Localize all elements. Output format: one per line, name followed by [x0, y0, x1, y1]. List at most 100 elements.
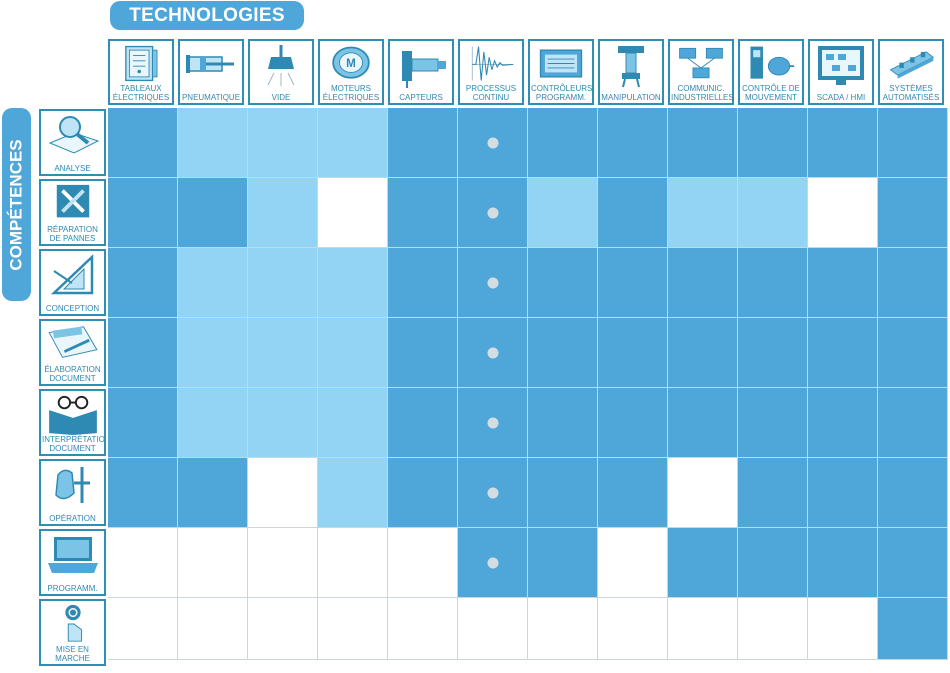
column-header-processus-continu: PROCESSUS CONTINU	[458, 39, 524, 105]
matrix-cell	[178, 458, 248, 528]
matrix-cell	[738, 248, 808, 318]
matrix-cell	[318, 388, 388, 458]
column-label: MOTEURS ÉLECTRIQUES	[322, 84, 380, 102]
matrix-dot	[487, 277, 498, 288]
row-header-conception: CONCEPTION	[39, 249, 106, 316]
matrix-cell	[668, 598, 738, 660]
column-header-scada-hmi: SCADA / HMI	[808, 39, 874, 105]
matrix-cell	[528, 248, 598, 318]
matrix-cell	[878, 528, 948, 598]
matrix-cell	[738, 318, 808, 388]
matrix-cell	[808, 388, 878, 458]
matrix-cell	[528, 388, 598, 458]
matrix-cell	[598, 458, 668, 528]
row-header-reparation-de-pannes: RÉPARATION DE PANNES	[39, 179, 106, 246]
matrix-cell	[878, 318, 948, 388]
matrix-cell	[878, 178, 948, 248]
matrix-cell	[808, 248, 878, 318]
matrix-cell	[248, 318, 318, 388]
column-header-manipulation: MANIPULATION	[598, 39, 664, 105]
row-header-analyse: ANALYSE	[39, 109, 106, 176]
matrix-cell	[458, 528, 528, 598]
pneumatic-cylinder-icon	[186, 55, 234, 73]
matrix-cell	[808, 528, 878, 598]
matrix-cell	[388, 248, 458, 318]
waveform-icon	[471, 46, 514, 81]
matrix-cell	[248, 528, 318, 598]
matrix-cell	[668, 528, 738, 598]
matrix-dot	[487, 347, 498, 358]
matrix-cell	[878, 598, 948, 660]
hmi-screen-icon	[818, 46, 864, 85]
matrix-cell	[528, 178, 598, 248]
row-header-interpretation-document: INTERPRÉTATION DOCUMENT	[39, 389, 106, 456]
matrix-cell	[388, 458, 458, 528]
matrix-cell	[108, 108, 178, 178]
matrix-cell	[458, 318, 528, 388]
matrix-cell	[388, 108, 458, 178]
column-header-systemes-automatises: SYSTÈMES AUTOMATISÉS	[878, 39, 944, 105]
matrix-cell	[738, 388, 808, 458]
design-square-icon	[50, 254, 93, 295]
matrix-cell	[388, 318, 458, 388]
matrix-cell	[668, 248, 738, 318]
laptop-programming-icon	[47, 537, 98, 573]
repair-tools-icon	[56, 184, 89, 218]
manipulator-arm-icon	[618, 46, 644, 88]
matrix-cell	[458, 458, 528, 528]
matrix-cell	[458, 598, 528, 660]
matrix-dot	[487, 487, 498, 498]
matrix-cell	[108, 528, 178, 598]
row-label: RÉPARATION DE PANNES	[47, 225, 98, 243]
matrix-cell	[178, 318, 248, 388]
competency-matrix	[108, 108, 950, 670]
matrix-cell	[178, 248, 248, 318]
matrix-cell	[878, 108, 948, 178]
matrix-cell	[458, 108, 528, 178]
matrix-cell	[878, 248, 948, 318]
technologies-title: TECHNOLOGIES	[110, 1, 304, 30]
matrix-dot	[487, 557, 498, 568]
matrix-cell	[178, 108, 248, 178]
column-label: PNEUMATIQUE	[181, 93, 241, 102]
magnifier-book-icon	[48, 116, 99, 154]
column-header-controleurs-programm: CONTRÔLEURS PROGRAMM.	[528, 39, 594, 105]
column-header-pneumatique: PNEUMATIQUE	[178, 39, 244, 105]
matrix-cell	[808, 178, 878, 248]
network-modules-icon	[679, 47, 723, 79]
row-label: ÉLABORATION DOCUMENT	[44, 365, 101, 383]
matrix-cell	[668, 388, 738, 458]
matrix-cell	[388, 528, 458, 598]
column-label: PROCESSUS CONTINU	[465, 84, 517, 102]
matrix-cell	[668, 318, 738, 388]
matrix-cell	[598, 388, 668, 458]
column-label: SCADA / HMI	[816, 93, 866, 102]
matrix-cell	[738, 458, 808, 528]
matrix-cell	[318, 598, 388, 660]
matrix-cell	[108, 458, 178, 528]
row-label: CONCEPTION	[45, 304, 100, 313]
row-header-operation: OPÉRATION	[39, 459, 106, 526]
matrix-cell	[248, 108, 318, 178]
matrix-cell	[318, 108, 388, 178]
matrix-cell	[738, 178, 808, 248]
matrix-cell	[108, 388, 178, 458]
row-header-mise-en-marche: MISE EN MARCHE	[39, 599, 106, 666]
matrix-cell	[248, 178, 318, 248]
matrix-cell	[178, 178, 248, 248]
row-label: INTERPRÉTATION DOCUMENT	[42, 435, 106, 453]
column-header-vide: VIDE	[248, 39, 314, 105]
matrix-cell	[738, 108, 808, 178]
matrix-cell	[318, 528, 388, 598]
column-label: COMMUNIC. INDUSTRIELLES	[671, 84, 734, 102]
matrix-cell	[318, 458, 388, 528]
matrix-cell	[388, 388, 458, 458]
matrix-cell	[598, 108, 668, 178]
matrix-dot	[487, 207, 498, 218]
matrix-cell	[528, 598, 598, 660]
matrix-cell	[878, 458, 948, 528]
sensor-icon	[402, 51, 446, 88]
row-header-programm: PROGRAMM.	[39, 529, 106, 596]
hand-operating-icon	[54, 467, 90, 503]
matrix-cell	[318, 248, 388, 318]
